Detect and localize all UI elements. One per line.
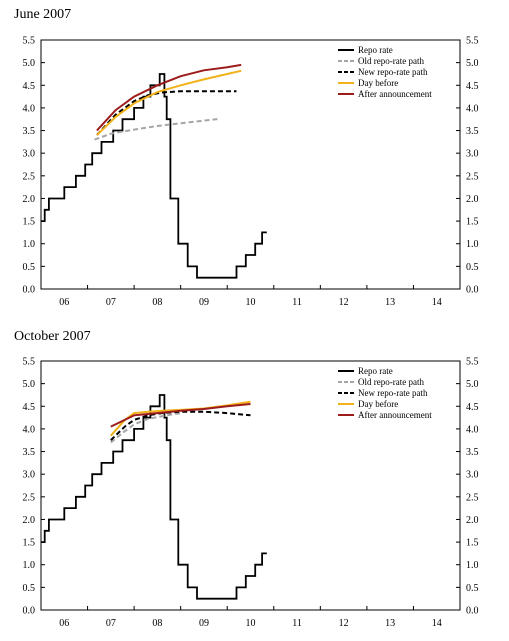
legend-label-4: Day before — [358, 78, 398, 88]
y-tick-label-left: 4.5 — [23, 402, 36, 413]
y-tick-label-left: 1.5 — [23, 538, 36, 549]
y-tick-label-left: 3.5 — [23, 126, 36, 137]
y-tick-label-left: 5.5 — [23, 357, 36, 368]
x-tick-label: 06 — [59, 297, 69, 308]
x-tick-label: 11 — [292, 297, 302, 308]
y-tick-label-left: 0.0 — [23, 285, 36, 296]
y-tick-label-right: 5.0 — [466, 58, 479, 69]
chart-panel-1: June 2007 0.0 0.0 0.5 0.5 1.0 1.0 1.5 1.5 2.0 2.0 2… — [14, 7, 479, 308]
y-tick-label-left: 5.0 — [23, 379, 36, 390]
y-tick-label-right: 3.5 — [466, 126, 479, 137]
x-tick-label: 09 — [199, 618, 209, 629]
y-tick-label-left: 2.0 — [23, 194, 36, 205]
chart-panel-2: October 2007 0.0 0.0 0.5 0.5 1.0 1.0 1.5 1.5 2.0 2… — [14, 329, 479, 629]
y-tick-label-right: 5.5 — [466, 357, 479, 368]
x-tick-label: 07 — [106, 297, 116, 308]
chart-title: October 2007 — [14, 329, 91, 344]
series-line-2 — [110, 412, 181, 444]
legend-label-2: Old repo-rate path — [358, 56, 424, 66]
y-tick-label-right: 3.5 — [466, 447, 479, 458]
x-tick-label: 08 — [152, 618, 162, 629]
x-tick-label: 10 — [246, 297, 256, 308]
y-tick-label-right: 2.5 — [466, 171, 479, 182]
y-tick-label-left: 4.0 — [23, 424, 36, 435]
legend-label-4: Day before — [358, 399, 398, 409]
y-tick-label-right: 1.0 — [466, 560, 479, 571]
legend-label-5: After announcement — [358, 410, 432, 420]
y-tick-label-right: 1.5 — [466, 217, 479, 228]
legend-label-1: Repo rate — [358, 366, 393, 376]
y-tick-label-right: 2.0 — [466, 515, 479, 526]
y-tick-label-left: 0.5 — [23, 262, 36, 273]
y-tick-label-left: 0.0 — [23, 606, 36, 617]
plot-frame — [40, 39, 461, 290]
series-line-1 — [41, 394, 267, 600]
x-tick-label: 10 — [246, 618, 256, 629]
y-tick-label-right: 3.0 — [466, 149, 479, 160]
y-tick-label-left: 2.5 — [23, 492, 36, 503]
x-tick-label: 12 — [339, 618, 349, 629]
y-tick-label-right: 4.0 — [466, 103, 479, 114]
y-tick-label-left: 2.0 — [23, 515, 36, 526]
legend-label-5: After announcement — [358, 89, 432, 99]
y-tick-label-left: 1.0 — [23, 560, 36, 571]
x-tick-label: 14 — [432, 618, 442, 629]
y-tick-label-left: 1.0 — [23, 239, 36, 250]
y-tick-label-left: 5.0 — [23, 58, 36, 69]
x-tick-label: 06 — [59, 618, 69, 629]
x-tick-label: 13 — [385, 297, 395, 308]
y-tick-label-right: 0.5 — [466, 583, 479, 594]
y-tick-label-right: 5.5 — [466, 36, 479, 47]
series-line-3 — [96, 90, 237, 136]
x-tick-label: 11 — [292, 618, 302, 629]
y-tick-label-right: 5.0 — [466, 379, 479, 390]
y-tick-label-left: 3.0 — [23, 149, 36, 160]
x-tick-label: 12 — [339, 297, 349, 308]
y-tick-label-right: 2.5 — [466, 492, 479, 503]
y-tick-label-right: 2.0 — [466, 194, 479, 205]
y-tick-label-left: 4.5 — [23, 81, 36, 92]
y-tick-label-left: 4.0 — [23, 103, 36, 114]
legend-label-1: Repo rate — [358, 45, 393, 55]
legend-label-2: Old repo-rate path — [358, 377, 424, 387]
x-tick-label: 13 — [385, 618, 395, 629]
y-tick-label-left: 0.5 — [23, 583, 36, 594]
series-line-2 — [94, 117, 221, 141]
y-tick-label-left: 5.5 — [23, 36, 36, 47]
series-line-5 — [96, 63, 242, 132]
y-tick-label-left: 3.0 — [23, 470, 36, 481]
series-line-4 — [96, 69, 242, 136]
y-tick-label-right: 1.0 — [466, 239, 479, 250]
series-line-5 — [110, 403, 251, 428]
y-tick-label-left: 1.5 — [23, 217, 36, 228]
x-tick-label: 08 — [152, 297, 162, 308]
x-tick-label: 14 — [432, 297, 442, 308]
y-tick-label-right: 4.0 — [466, 424, 479, 435]
x-tick-label: 09 — [199, 297, 209, 308]
series-line-1 — [41, 73, 267, 279]
y-tick-label-right: 4.5 — [466, 81, 479, 92]
y-tick-label-right: 4.5 — [466, 402, 479, 413]
legend-label-3: New repo-rate path — [358, 388, 428, 398]
y-tick-label-right: 0.0 — [466, 285, 479, 296]
chart-title: June 2007 — [14, 7, 71, 22]
y-tick-label-right: 3.0 — [466, 470, 479, 481]
x-tick-label: 07 — [106, 618, 116, 629]
y-tick-label-right: 0.0 — [466, 606, 479, 617]
y-tick-label-right: 1.5 — [466, 538, 479, 549]
legend-label-3: New repo-rate path — [358, 67, 428, 77]
y-tick-label-left: 3.5 — [23, 447, 36, 458]
y-tick-label-right: 0.5 — [466, 262, 479, 273]
plot-frame — [40, 360, 461, 611]
y-tick-label-left: 2.5 — [23, 171, 36, 182]
